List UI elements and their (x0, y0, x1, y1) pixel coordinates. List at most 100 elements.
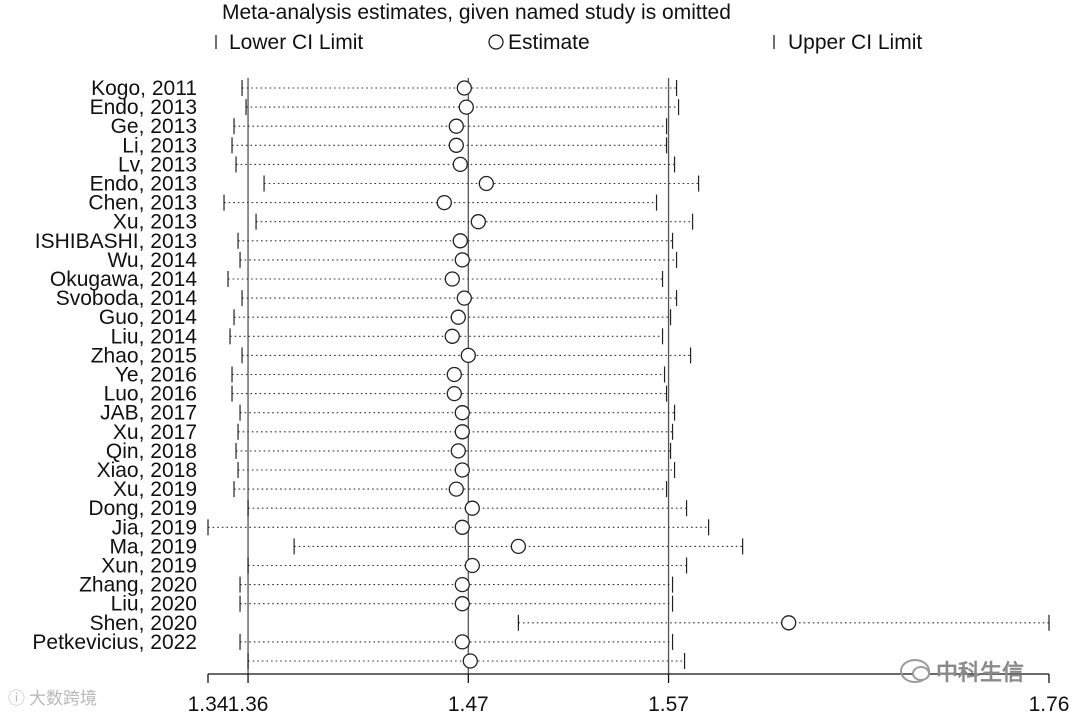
study-label: Luo, 2016 (104, 383, 197, 406)
watermark-right: 中科生信 (900, 655, 1024, 687)
study-label: Zhao, 2015 (91, 344, 197, 367)
estimate-point (448, 118, 464, 134)
study-row: Okugawa, 2014 (50, 268, 664, 291)
estimate-point (454, 462, 470, 478)
study-label: Liu, 2020 (111, 593, 197, 616)
legend-estimate-label: Estimate (508, 31, 590, 54)
study-row: Xu, 2017 (113, 421, 674, 444)
estimate-point (452, 233, 468, 249)
estimate-point (478, 175, 494, 192)
estimate-point (510, 538, 527, 555)
study-label: Wu, 2014 (107, 249, 197, 272)
study-row: Ge, 2013 (111, 115, 668, 138)
estimate-point (448, 137, 464, 153)
study-label: Xiao, 2018 (97, 459, 197, 482)
study-row: Dong, 2019 (88, 497, 688, 520)
study-row: Svoboda, 2014 (56, 287, 678, 310)
estimate-point (454, 576, 470, 593)
study-row: JAB, 2017 (100, 402, 676, 425)
study-label: Liu, 2014 (111, 325, 198, 348)
study-label: Guo, 2014 (99, 306, 197, 329)
estimate-point (454, 634, 470, 650)
study-label: Xu, 2013 (113, 211, 197, 234)
study-row: ISHIBASHI, 2013 (35, 230, 674, 253)
wechat-icon (900, 659, 930, 683)
study-row: Liu, 2014 (111, 325, 664, 348)
legend-estimate-marker (488, 34, 504, 50)
estimate-point (464, 557, 480, 574)
estimate-point (444, 328, 460, 344)
study-label: Xu, 2019 (113, 478, 197, 501)
study-row: Petkevicius, 2022 (32, 631, 674, 654)
x-tick-label: 1.47 (448, 693, 489, 716)
study-row: Endo, 2013 (90, 96, 680, 119)
study-label: Dong, 2019 (88, 497, 197, 520)
study-row: Xiao, 2018 (97, 459, 676, 482)
study-label: Petkevicius, 2022 (32, 631, 197, 654)
estimate-point (464, 500, 480, 516)
study-row: Xun, 2019 (101, 555, 688, 578)
study-row: Ma, 2019 (109, 535, 744, 558)
study-row: Lv, 2013 (118, 153, 676, 176)
study-label: Ma, 2019 (109, 535, 197, 558)
study-label: Ye, 2016 (115, 364, 197, 387)
watermark-right-text: 中科生信 (936, 660, 1025, 685)
estimate-point (454, 252, 470, 268)
estimate-point (454, 519, 470, 535)
study-row: Jia, 2019 (112, 516, 710, 539)
x-tick-label: 1.76 (1029, 693, 1070, 716)
estimate-point (456, 80, 472, 96)
legend-lower-label: Lower CI Limit (229, 31, 363, 54)
study-row: Guo, 2014 (99, 306, 672, 329)
study-row: Endo, 2013 (90, 173, 700, 196)
estimate-point (460, 347, 476, 364)
study-row (247, 653, 686, 669)
study-row: Ye, 2016 (115, 364, 666, 387)
watermark-left: ⓘ 大数跨境 (8, 684, 97, 709)
study-label: Endo, 2013 (90, 96, 197, 119)
estimate-point (448, 481, 464, 497)
estimate-point (454, 596, 470, 612)
watermark-logo-icon: ⓘ (8, 689, 25, 708)
estimate-point (450, 309, 466, 325)
estimate-point (462, 653, 478, 669)
x-tick-label: 1.34 (188, 693, 229, 716)
study-row: Xu, 2019 (113, 478, 668, 501)
study-label: Chen, 2013 (88, 192, 197, 215)
estimate-point (450, 443, 466, 459)
reference-lines (247, 78, 670, 674)
study-row: Qin, 2018 (106, 440, 672, 463)
study-row: Kogo, 2011 (91, 77, 678, 100)
study-row: Zhao, 2015 (91, 344, 692, 367)
x-tick-label: 1.36 (228, 693, 269, 716)
chart-title: Meta-analysis estimates, given named stu… (222, 1, 731, 24)
study-label: Shen, 2020 (90, 612, 197, 635)
study-label: Svoboda, 2014 (56, 287, 198, 310)
estimate-point (458, 99, 474, 115)
study-label: Qin, 2018 (106, 440, 197, 463)
study-label: ISHIBASHI, 2013 (35, 230, 197, 253)
study-row: Shen, 2020 (90, 612, 1050, 635)
legend-upper-label: Upper CI Limit (788, 31, 922, 54)
estimate-point (781, 615, 797, 631)
study-row: Xu, 2013 (113, 211, 694, 234)
study-label: Jia, 2019 (112, 516, 197, 539)
study-row: Luo, 2016 (104, 383, 668, 406)
estimate-point (444, 271, 460, 287)
estimate-point (446, 366, 462, 383)
study-label: Okugawa, 2014 (50, 268, 197, 291)
study-label: Li, 2013 (122, 134, 197, 157)
legend: Lower CI Limit Estimate Upper CI Limit (215, 31, 922, 54)
estimate-point (454, 405, 470, 421)
estimate-point (446, 385, 462, 402)
study-label: Endo, 2013 (90, 173, 197, 196)
study-row: Chen, 2013 (88, 192, 658, 215)
watermark-left-text: 大数跨境 (29, 689, 97, 708)
estimate-point (452, 156, 468, 173)
study-label: Lv, 2013 (118, 153, 197, 176)
study-row: Wu, 2014 (107, 249, 678, 272)
study-label: JAB, 2017 (100, 402, 197, 425)
estimate-point (456, 290, 472, 306)
study-label: Ge, 2013 (111, 115, 197, 138)
